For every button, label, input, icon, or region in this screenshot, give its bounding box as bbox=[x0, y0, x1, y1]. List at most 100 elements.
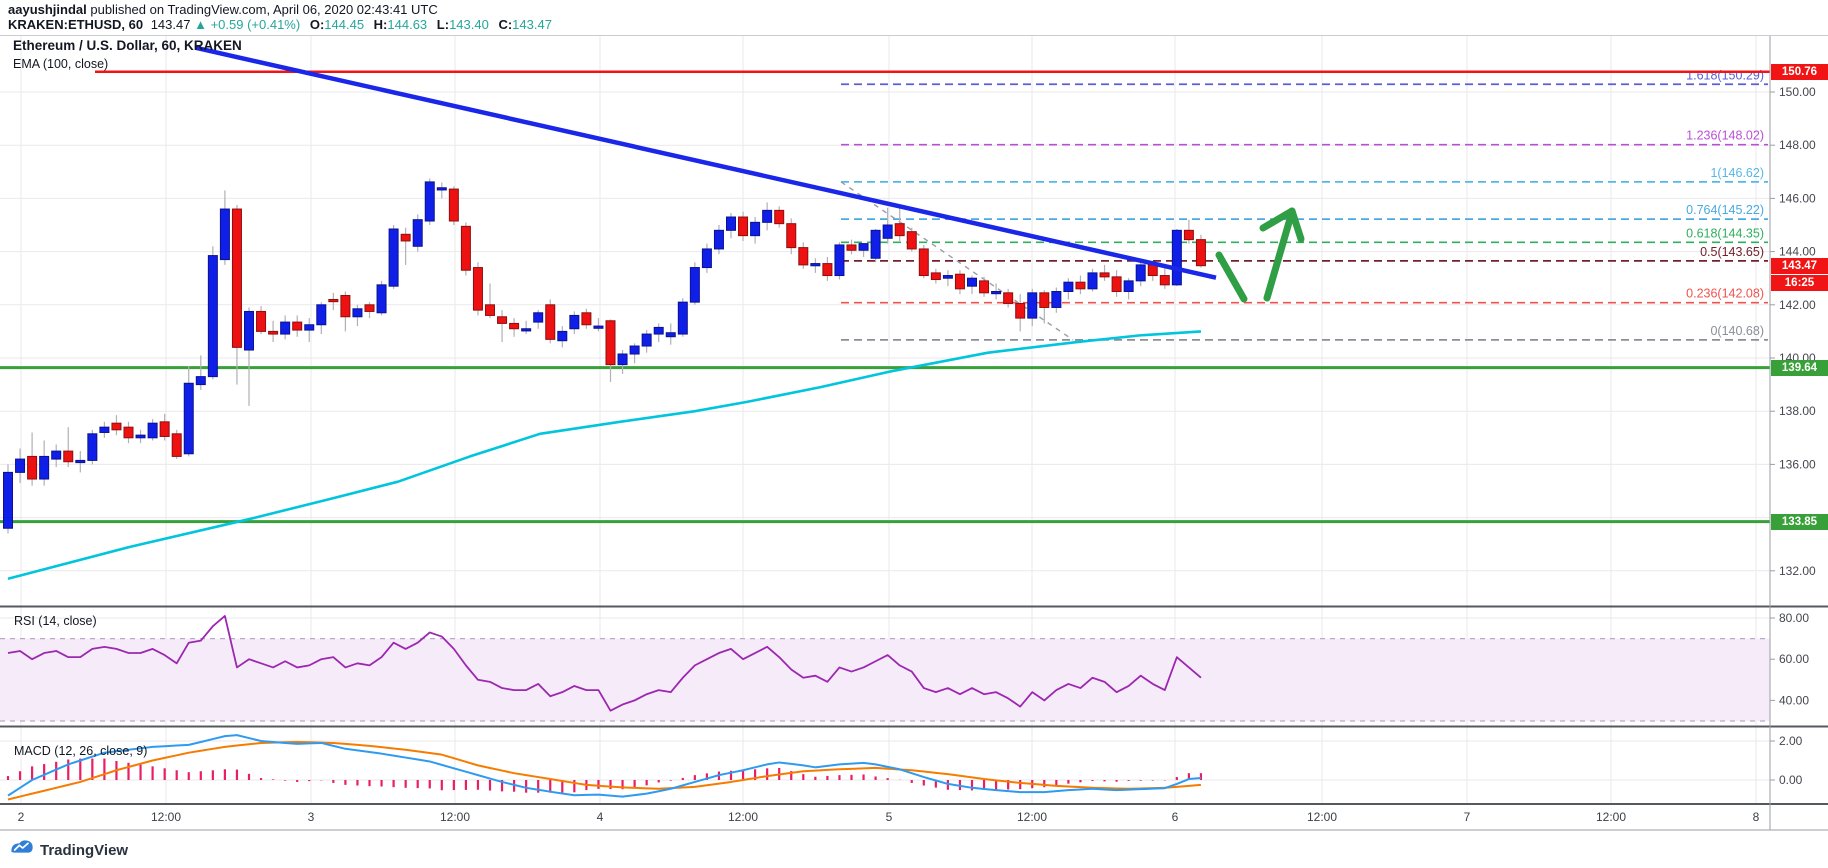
candle-up bbox=[991, 291, 1002, 295]
candle-up bbox=[557, 330, 568, 342]
candle-down bbox=[545, 304, 556, 340]
arrow-drawing bbox=[1288, 207, 1305, 243]
candle-up bbox=[689, 267, 700, 303]
candle-down bbox=[1111, 276, 1122, 292]
fib-label: 1(146.62) bbox=[1710, 166, 1764, 180]
candle-down bbox=[1195, 239, 1206, 267]
fib-label: 0.5(143.65) bbox=[1700, 245, 1764, 259]
trendline bbox=[195, 45, 1217, 280]
candle-up bbox=[1087, 272, 1098, 290]
candle-down bbox=[63, 450, 74, 463]
fib-label: 0.236(142.08) bbox=[1686, 287, 1764, 301]
macd-tick-label: 0.00 bbox=[1779, 773, 1803, 787]
candle-up bbox=[942, 275, 953, 279]
price-tick-label: 148.00 bbox=[1779, 138, 1816, 152]
candle-down bbox=[159, 421, 170, 437]
candle-down bbox=[111, 422, 122, 431]
candle-up bbox=[244, 310, 254, 351]
arrow-drawing bbox=[1263, 208, 1296, 302]
candle-down bbox=[292, 321, 303, 331]
tradingview-logo[interactable]: TradingView bbox=[10, 838, 128, 863]
candle-down bbox=[340, 294, 351, 318]
tradingview-logo-text: TradingView bbox=[40, 842, 129, 859]
time-axis-label: 8 bbox=[1753, 810, 1760, 824]
price-scale[interactable] bbox=[1770, 36, 1828, 804]
low-label: L: bbox=[436, 17, 450, 32]
candles bbox=[3, 178, 1206, 534]
candle-up bbox=[1051, 291, 1062, 308]
candle-down bbox=[485, 304, 495, 316]
chart-title[interactable]: Ethereum / U.S. Dollar, 60, KRAKEN bbox=[13, 38, 242, 53]
ema-legend[interactable]: EMA (100, close) bbox=[13, 57, 109, 71]
candle-down bbox=[460, 225, 471, 271]
low-value: 143.40 bbox=[449, 17, 489, 32]
candle-down bbox=[497, 316, 508, 324]
time-axis-label: 7 bbox=[1464, 810, 1471, 824]
fib-label: 0.618(144.35) bbox=[1686, 226, 1764, 240]
candle-up bbox=[15, 458, 26, 473]
candle-down bbox=[846, 244, 857, 251]
time-axis[interactable] bbox=[0, 804, 1828, 830]
price-tick-label: 138.00 bbox=[1779, 404, 1816, 418]
candle-down bbox=[979, 280, 990, 294]
fib-label: 0.764(145.22) bbox=[1686, 203, 1764, 217]
price-badge-14347: 143.47 bbox=[1771, 257, 1828, 274]
macd-pane-label[interactable]: MACD (12, 26, close, 9) bbox=[14, 744, 148, 758]
candle-up bbox=[376, 284, 387, 314]
rsi-tick-label: 40.00 bbox=[1779, 693, 1809, 707]
price-change: ▲ +0.59 (+0.41%) bbox=[194, 17, 301, 32]
candle-up bbox=[701, 248, 712, 269]
candle-down bbox=[509, 322, 520, 330]
rsi-band bbox=[0, 638, 1770, 721]
candle-down bbox=[798, 247, 809, 266]
candle-down bbox=[930, 272, 941, 281]
candle-up bbox=[1135, 264, 1146, 282]
candle-up bbox=[424, 181, 435, 222]
candle-up bbox=[75, 459, 86, 464]
candle-down bbox=[1075, 281, 1086, 290]
candle-down bbox=[171, 433, 182, 457]
open-value: 144.45 bbox=[324, 17, 365, 32]
candle-up bbox=[183, 382, 194, 455]
candle-up bbox=[653, 326, 664, 335]
candle-down bbox=[256, 310, 267, 332]
high-value: 144.63 bbox=[387, 17, 428, 32]
candle-down bbox=[448, 188, 459, 222]
rsi-pane-label[interactable]: RSI (14, close) bbox=[14, 614, 97, 628]
candle-up bbox=[967, 277, 977, 287]
candle-up bbox=[3, 471, 13, 529]
ema-line bbox=[7, 330, 1202, 581]
macd-tick-label: 2.00 bbox=[1779, 734, 1803, 748]
candle-down bbox=[231, 208, 242, 348]
candle-down bbox=[1003, 292, 1014, 304]
high-label: H: bbox=[373, 17, 388, 32]
time-axis-label: 12:00 bbox=[728, 810, 758, 824]
time-axis-label: 2 bbox=[18, 810, 25, 824]
open-label: O: bbox=[309, 17, 325, 32]
candle-up bbox=[677, 301, 688, 335]
candle-up bbox=[436, 187, 447, 191]
candle-down bbox=[918, 248, 929, 277]
rsi-tick-label: 80.00 bbox=[1779, 611, 1809, 625]
fib-label: 0(140.68) bbox=[1710, 324, 1764, 338]
candle-down bbox=[1099, 272, 1110, 278]
candle-up bbox=[858, 243, 869, 251]
time-axis-label: 12:00 bbox=[151, 810, 181, 824]
macd-line bbox=[7, 734, 1202, 798]
candle-up bbox=[593, 325, 604, 329]
candle-down bbox=[1183, 229, 1194, 241]
candle-down bbox=[954, 273, 965, 290]
candle-up bbox=[569, 314, 580, 330]
symbol-interval[interactable]: KRAKEN:ETHUSD, 60 bbox=[8, 17, 144, 32]
candle-up bbox=[316, 304, 327, 326]
candle-up bbox=[135, 434, 146, 439]
author-name: aayushjindal bbox=[8, 2, 87, 17]
candle-up bbox=[280, 321, 291, 335]
candle-up bbox=[762, 209, 773, 223]
candle-up bbox=[1171, 229, 1182, 286]
candle-up bbox=[1123, 280, 1134, 292]
candle-down bbox=[822, 263, 833, 277]
arrow-drawing bbox=[1215, 251, 1248, 303]
